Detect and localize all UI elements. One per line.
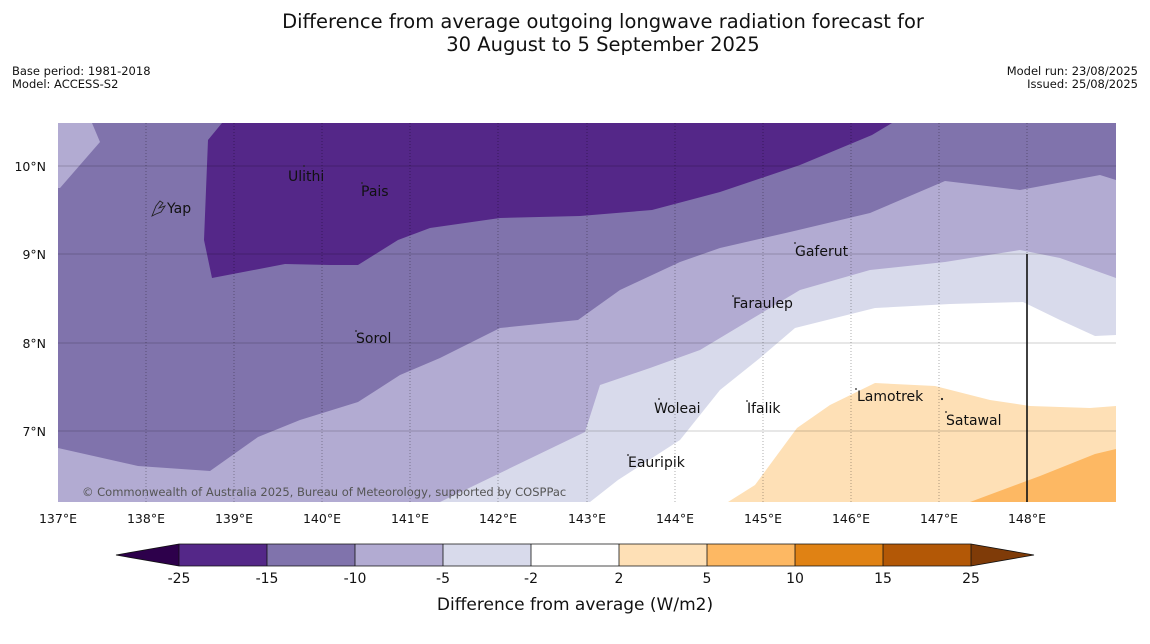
lon-tick-label: 140°E [303,511,341,526]
lat-tick-label: 10°N [14,159,46,174]
map-title: Difference from average outgoing longwav… [0,10,1150,56]
place-label-satawal: Satawal [946,413,1001,429]
colorbar-dividers [178,544,972,566]
colorbar-segment [179,544,267,566]
lat-tick-label: 7°N [22,424,46,439]
colorbar-tick-label: 15 [874,571,892,587]
colorbar-segment [883,544,971,566]
colorbar-segment [355,544,443,566]
place-label-eauripik: Eauripik [628,455,686,471]
colorbar-segment [795,544,883,566]
colorbar-tick-label: 5 [703,571,712,587]
place-label-yap: Yap [166,201,191,217]
colorbar-title: Difference from average (W/m2) [437,595,713,615]
place-label-faraulep: Faraulep [733,296,793,312]
lon-tick-label: 137°E [39,511,77,526]
colorbar-tick-label: 25 [962,571,980,587]
colorbar-segment [267,544,355,566]
colorbar: -25 -15 -10 -5 -2 2 5 10 15 25 Differenc… [115,543,1035,615]
longitude-gridlines [145,123,1028,502]
place-label-ulithi: Ulithi [288,169,324,185]
anomaly-zone-plus5-plus10 [970,449,1116,502]
colorbar-tick-label: -25 [168,571,191,587]
issued-date: Issued: 25/08/2025 [1027,77,1138,91]
lon-tick-label: 146°E [832,511,870,526]
colorbar-tick-label: -10 [344,571,367,587]
colorbar-tick-label: 10 [786,571,804,587]
longitude-tick-labels: 137°E 138°E 139°E 140°E 141°E 142°E 143°… [39,511,1046,526]
lon-tick-label: 139°E [215,511,253,526]
colorbar-tick-label: 2 [615,571,624,587]
lon-tick-label: 145°E [744,511,782,526]
title-line-1: Difference from average outgoing longwav… [282,10,924,33]
lat-tick-label: 9°N [22,247,46,262]
lon-tick-label: 148°E [1008,511,1046,526]
place-label-sorol: Sorol [356,331,391,347]
colorbar-tick-label: -2 [524,571,538,587]
title-line-2: 30 August to 5 September 2025 [446,33,760,56]
place-labels: Ulithi Pais Yap Gaferut Faraulep Sorol L… [166,169,1001,471]
anomaly-zone-minus25-minus15 [204,123,892,278]
map-panel [58,123,1116,502]
place-label-pais: Pais [361,184,389,200]
base-info: Base period: 1981-2018 Model: ACCESS-S2 [12,65,151,91]
lon-tick-label: 142°E [479,511,517,526]
lon-tick-label: 143°E [568,511,606,526]
run-info: Model run: 23/08/2025 Issued: 25/08/2025 [1007,65,1138,91]
anomaly-zone-plus2-plus5 [728,383,1116,502]
lon-tick-label: 147°E [920,511,958,526]
anomaly-zone-minus10-minus5-north [58,123,100,188]
base-period: Base period: 1981-2018 [12,64,151,78]
yap-island-outline [151,200,167,217]
lat-tick-label: 8°N [22,336,46,351]
colorbar-segment [707,544,795,566]
colorbar-tick-label: -5 [436,571,450,587]
colorbar-tick-label: -15 [256,571,279,587]
lon-tick-label: 141°E [391,511,429,526]
colorbar-tick-labels: -25 -15 -10 -5 -2 2 5 10 15 25 [168,571,980,587]
island-markers [303,165,947,456]
colorbar-segment [619,544,707,566]
colorbar-extend-low [116,544,179,566]
colorbar-segment [443,544,531,566]
colorbar-extend-high [971,544,1034,566]
lon-tick-label: 144°E [656,511,694,526]
place-label-gaferut: Gaferut [795,244,849,260]
place-label-woleai: Woleai [654,401,701,417]
colorbar-segment [531,544,619,566]
place-label-lamotrek: Lamotrek [857,389,924,405]
model-name: Model: ACCESS-S2 [12,77,119,91]
lon-tick-label: 138°E [127,511,165,526]
model-run: Model run: 23/08/2025 [1006,64,1138,78]
latitude-gridlines [58,165,1116,432]
place-label-ifalik: Ifalik [747,401,781,417]
latitude-tick-labels: 10°N 9°N 8°N 7°N [14,159,46,439]
copyright-notice: © Commonwealth of Australia 2025, Bureau… [82,485,566,499]
